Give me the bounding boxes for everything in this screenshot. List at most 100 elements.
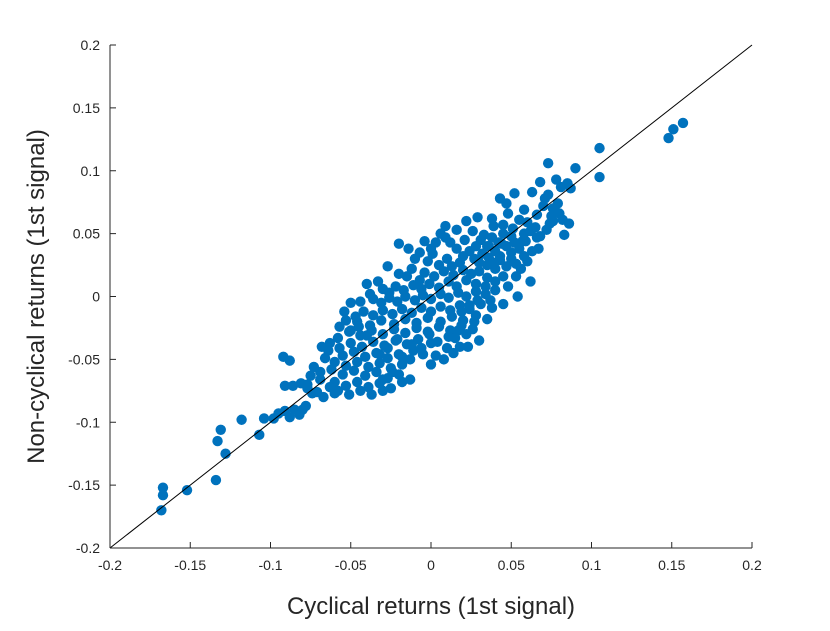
data-point [377, 283, 389, 295]
data-point [351, 356, 363, 368]
data-point [451, 224, 462, 236]
data-point [350, 311, 361, 322]
data-point [443, 331, 454, 342]
y-tick-label: 0.1 [81, 163, 101, 179]
data-point [382, 352, 393, 364]
data-point [348, 365, 360, 376]
data-point [393, 238, 405, 249]
data-point [477, 248, 488, 259]
data-point [404, 354, 416, 365]
data-point [424, 278, 435, 290]
data-point [287, 380, 299, 391]
data-point [501, 198, 512, 209]
data-point [284, 355, 295, 366]
data-point [361, 330, 372, 341]
x-axis-title: Cyclical returns (1st signal) [287, 593, 575, 620]
data-point [438, 354, 450, 365]
data-point [359, 351, 371, 363]
x-tick-label: 0.15 [658, 557, 685, 573]
x-tick-label: 0.05 [498, 557, 525, 573]
data-point [339, 306, 350, 317]
data-point [359, 370, 371, 381]
data-point [498, 219, 509, 231]
data-point [417, 290, 429, 301]
data-point [332, 332, 344, 344]
data-point [315, 366, 326, 378]
data-point [457, 264, 469, 276]
data-point [210, 474, 222, 486]
data-point [302, 383, 313, 394]
data-point [400, 313, 411, 325]
data-point [419, 235, 430, 247]
data-point [396, 351, 408, 363]
data-point [374, 357, 385, 369]
data-point [473, 335, 485, 346]
data-point [509, 188, 520, 199]
data-point [356, 341, 368, 352]
x-tick-label: -0.2 [98, 557, 122, 573]
y-axis-title: Non-cyclical returns (1st signal) [23, 129, 50, 464]
data-point [343, 389, 355, 400]
data-point [550, 174, 562, 185]
data-point [501, 261, 512, 272]
data-point [345, 297, 356, 308]
data-point [456, 306, 467, 317]
data-point [315, 374, 326, 385]
data-point [469, 316, 480, 327]
data-point [358, 306, 369, 317]
data-point [385, 383, 397, 394]
data-point [481, 272, 493, 283]
data-point [371, 366, 382, 378]
data-point [393, 268, 405, 280]
data-point [300, 400, 312, 412]
data-point [547, 215, 559, 227]
data-point [498, 228, 509, 239]
data-point [268, 413, 279, 424]
data-point [440, 220, 451, 232]
data-point [570, 163, 581, 174]
data-point [438, 266, 450, 277]
data-point [454, 341, 466, 352]
data-point [368, 310, 379, 321]
data-point [361, 278, 372, 290]
data-point [539, 193, 551, 204]
data-point [236, 414, 247, 425]
x-tick-label: -0.1 [258, 557, 282, 573]
data-point [348, 346, 360, 358]
data-point [406, 307, 417, 319]
data-point [387, 366, 398, 378]
data-point [374, 349, 385, 360]
data-point [481, 313, 493, 325]
data-point [459, 234, 470, 246]
data-point [429, 271, 440, 282]
y-tick-label: 0.2 [81, 37, 101, 53]
data-point [443, 276, 454, 287]
data-point [677, 117, 689, 129]
data-point [382, 342, 393, 354]
data-point [472, 295, 483, 306]
data-point [461, 274, 472, 286]
data-point [340, 360, 352, 371]
data-point [376, 315, 387, 326]
data-point [554, 208, 565, 219]
y-tick-label: -0.2 [76, 540, 100, 556]
data-point [448, 347, 459, 359]
data-point [377, 374, 389, 385]
data-point [311, 386, 323, 398]
data-point [425, 293, 437, 305]
x-tick-label: 0.1 [582, 557, 602, 573]
data-point [451, 243, 462, 254]
data-point [424, 329, 435, 340]
data-point [377, 305, 389, 316]
data-point [518, 204, 530, 215]
data-point [258, 413, 270, 424]
data-point [337, 369, 348, 380]
data-point [157, 482, 169, 493]
data-point [531, 209, 543, 220]
data-point [406, 339, 417, 350]
data-point [435, 228, 446, 239]
data-point [220, 448, 231, 459]
y-tick-label: 0.15 [73, 100, 100, 116]
data-point [414, 274, 425, 286]
